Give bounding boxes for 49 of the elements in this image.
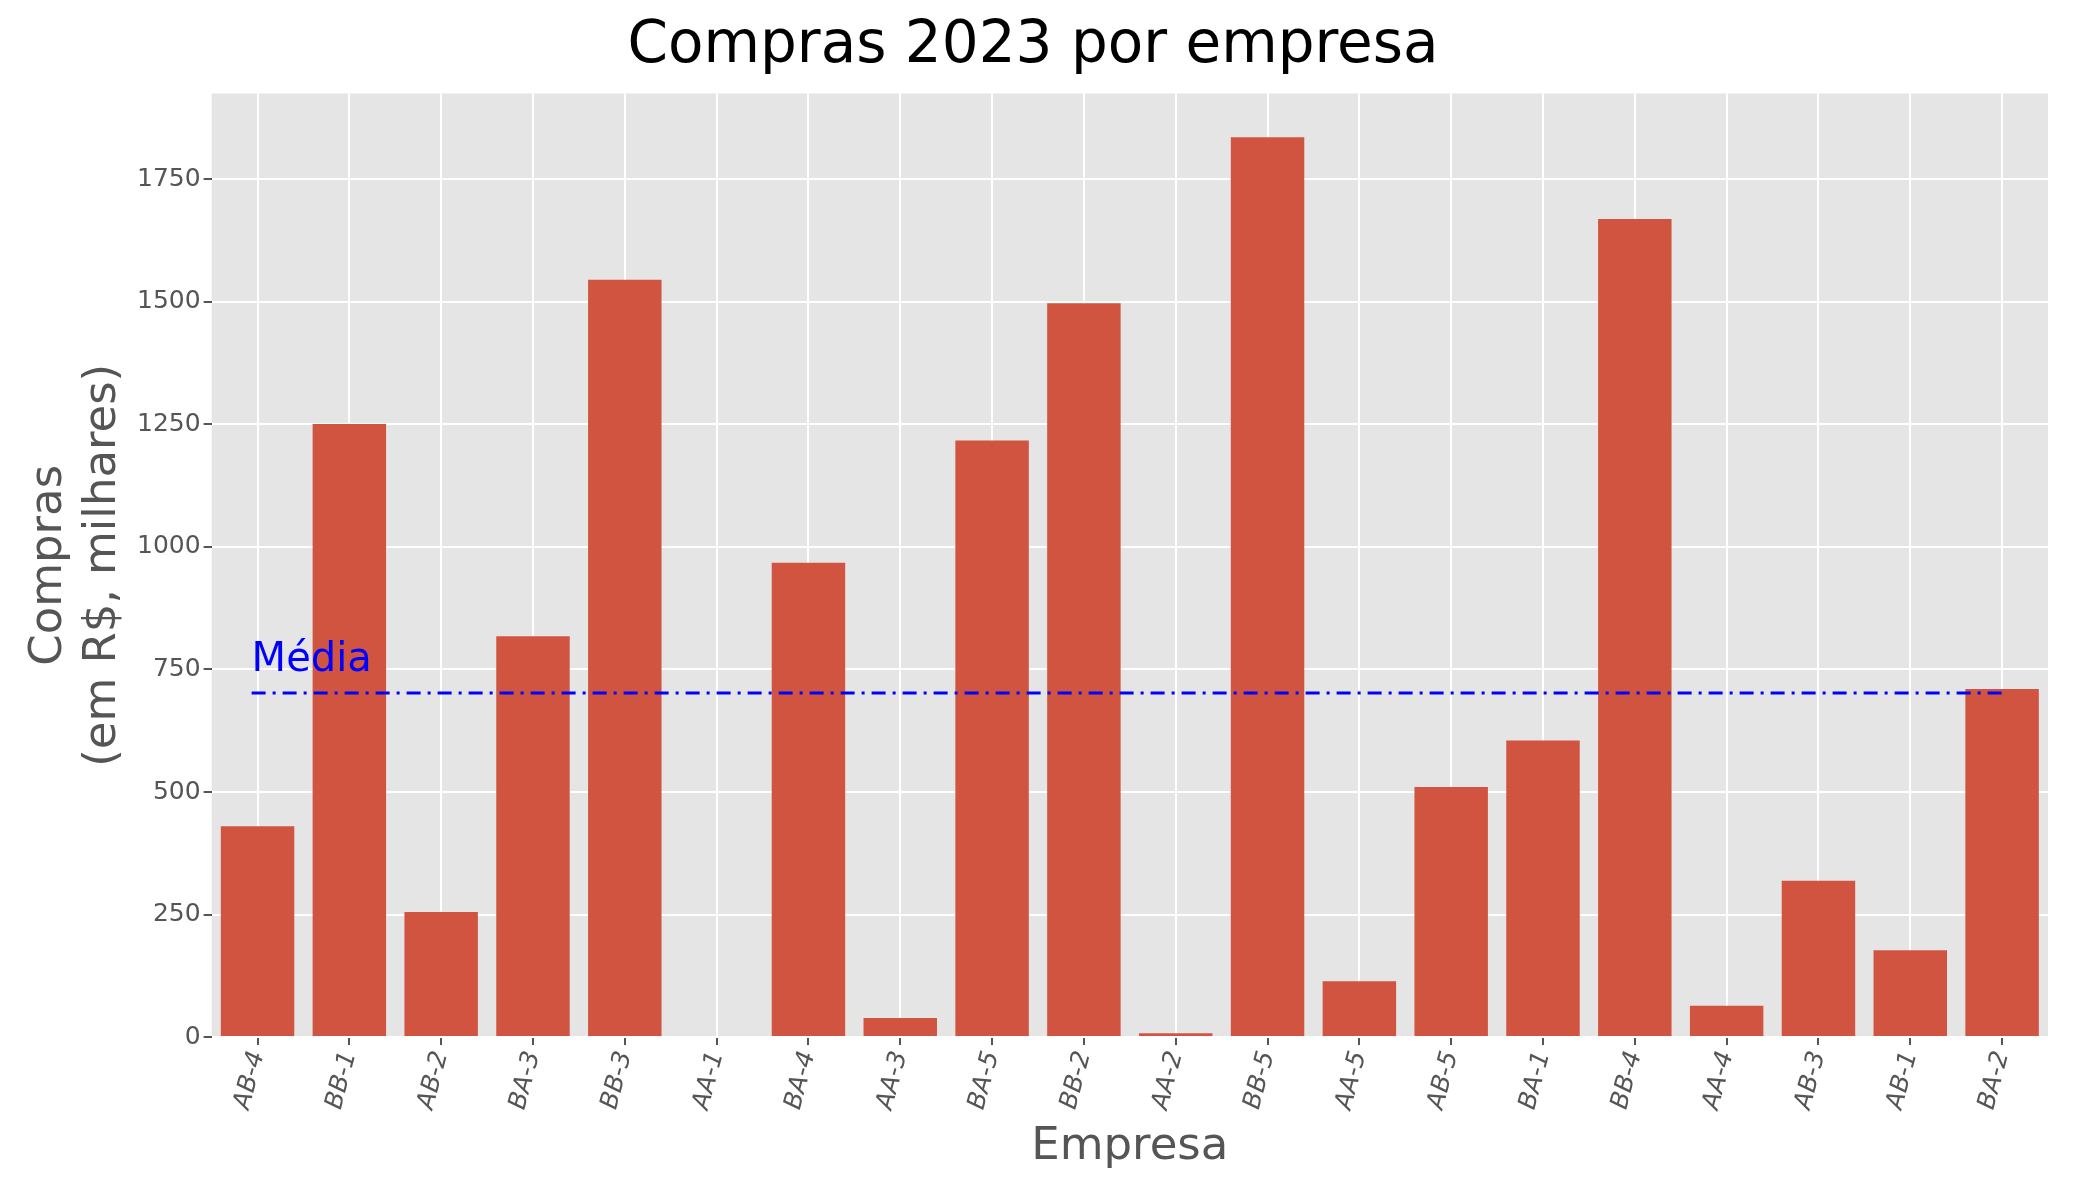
y-tick-label: 500 — [152, 775, 201, 805]
x-axis-title: Empresa — [1031, 1116, 1229, 1170]
x-tick-label: BA-5 — [960, 1047, 1005, 1113]
x-tick-label: AA-4 — [1694, 1047, 1739, 1115]
x-tick-label: AB-5 — [1419, 1047, 1464, 1114]
y-tick-label: 1000 — [137, 530, 201, 560]
x-tick-label: BB-4 — [1603, 1047, 1647, 1112]
y-tick-label: 1250 — [137, 407, 201, 437]
bar — [1414, 787, 1488, 1037]
x-tick-label: AB-4 — [225, 1047, 270, 1114]
bar — [955, 440, 1029, 1037]
x-tick-label: BA-3 — [501, 1047, 546, 1113]
bar — [1047, 303, 1121, 1037]
y-tick-label: 1750 — [137, 162, 201, 192]
bar — [1506, 740, 1580, 1037]
bar — [863, 1017, 937, 1037]
x-tick-label: BA-1 — [1511, 1047, 1556, 1113]
x-tick-label: AA-2 — [1143, 1047, 1188, 1115]
bar — [588, 279, 662, 1037]
bar — [1965, 689, 2039, 1037]
x-tick-label: BB-2 — [1052, 1047, 1096, 1112]
bar — [1689, 1005, 1764, 1037]
bar — [1230, 137, 1305, 1037]
x-tick-label: BB-5 — [1236, 1047, 1280, 1112]
x-tick-label: AB-3 — [1786, 1047, 1831, 1114]
x-tick-label: BB-3 — [593, 1047, 637, 1112]
x-tick-label: AB-1 — [1878, 1047, 1923, 1114]
x-tick-label: BA-2 — [1970, 1047, 2015, 1113]
bar — [1322, 981, 1397, 1037]
y-tick-label: 750 — [152, 652, 201, 682]
bar — [1781, 880, 1856, 1037]
bar — [1873, 950, 1947, 1037]
bar — [771, 562, 846, 1037]
y-axis-title: Compras (em R$, milhares) — [18, 363, 126, 767]
y-tick-label: 250 — [152, 898, 201, 928]
x-tick-label: AB-2 — [409, 1047, 454, 1114]
chart-title: Compras 2023 por empresa — [627, 7, 1439, 76]
bar — [1138, 1033, 1213, 1037]
bar — [496, 636, 570, 1037]
y-tick-label: 1500 — [137, 285, 201, 315]
bar — [1598, 219, 1672, 1037]
x-tick-label: AA-5 — [1327, 1047, 1372, 1115]
y-tick-label: 0 — [184, 1020, 201, 1050]
x-tick-label: AA-1 — [684, 1047, 729, 1115]
bar — [220, 826, 295, 1037]
x-tick-label: BB-1 — [318, 1047, 362, 1112]
x-tick-label: AA-3 — [868, 1047, 913, 1115]
x-tick-label: BA-4 — [777, 1047, 821, 1113]
bar — [404, 912, 478, 1037]
